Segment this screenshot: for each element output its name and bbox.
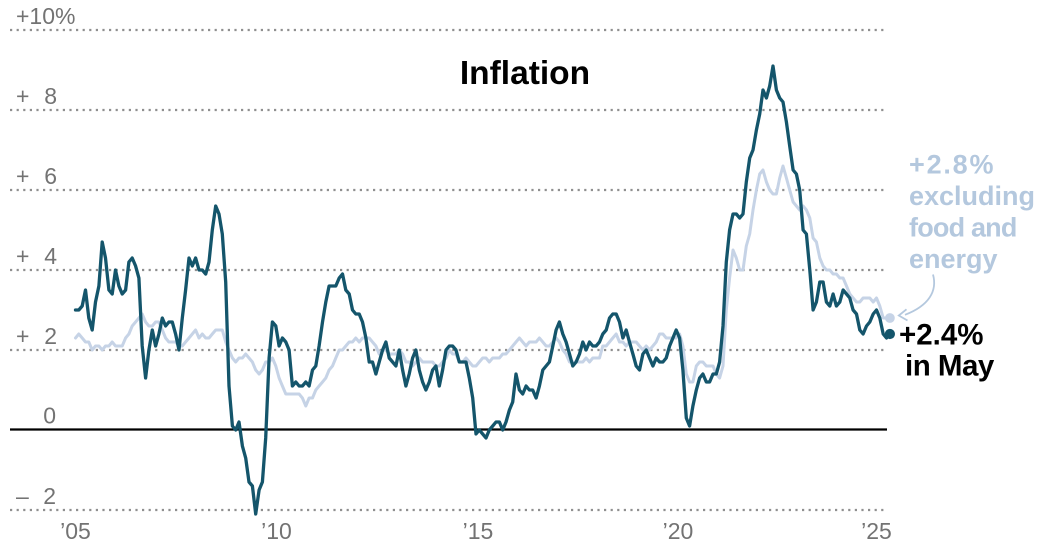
svg-text:Inflation: Inflation [460, 55, 590, 92]
svg-text:’10: ’10 [261, 518, 292, 544]
svg-text:+: + [16, 83, 29, 109]
svg-text:+: + [16, 243, 29, 269]
svg-text:+: + [16, 163, 29, 189]
svg-text:+2.4%: +2.4% [899, 319, 983, 352]
svg-text:+: + [16, 323, 29, 349]
svg-text:8: 8 [44, 83, 57, 109]
svg-text:’20: ’20 [663, 518, 694, 544]
svg-text:4: 4 [44, 243, 57, 269]
svg-text:energy: energy [909, 244, 998, 274]
svg-text:0: 0 [43, 403, 56, 429]
svg-text:’05: ’05 [60, 518, 91, 544]
svg-text:–: – [16, 483, 29, 509]
svg-text:’15: ’15 [463, 518, 494, 544]
svg-text:in May: in May [905, 350, 995, 383]
svg-text:’25: ’25 [861, 518, 892, 544]
svg-text:food and: food and [909, 213, 1017, 243]
svg-text:2: 2 [44, 323, 57, 349]
svg-text:6: 6 [44, 163, 57, 189]
svg-text:+2.8%: +2.8% [909, 150, 995, 180]
svg-text:+10%: +10% [16, 3, 75, 29]
svg-text:excluding: excluding [909, 181, 1035, 211]
svg-text:2: 2 [43, 483, 56, 509]
